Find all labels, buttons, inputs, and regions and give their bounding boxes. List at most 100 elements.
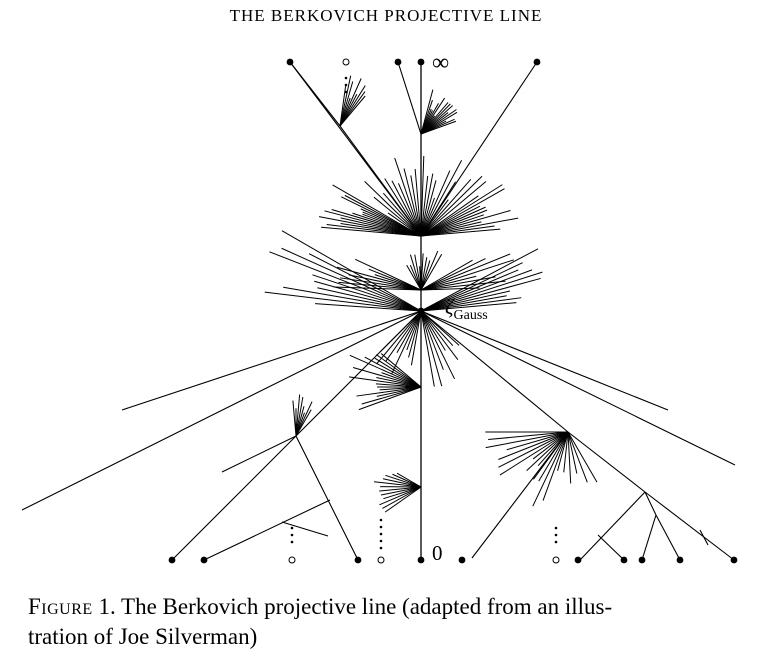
omitted-points-dots-center bbox=[379, 518, 383, 522]
tree-edge-140 bbox=[420, 310, 443, 387]
tree-edge-148 bbox=[171, 435, 297, 561]
tree-edge-181 bbox=[373, 481, 422, 488]
tree-edge-167 bbox=[352, 367, 422, 388]
tree-edge-141 bbox=[420, 310, 444, 370]
leaf-point bbox=[533, 58, 541, 66]
tree-edge-56 bbox=[420, 195, 479, 237]
caption-figure-word: Figure bbox=[28, 594, 93, 619]
omitted-points-dots-lower-left bbox=[290, 533, 294, 537]
caption-line-1: The Berkovich projective line (adapted f… bbox=[121, 594, 613, 619]
tree-edge-62 bbox=[391, 180, 422, 237]
leaf-point bbox=[200, 556, 208, 564]
tree-edge-144 bbox=[420, 310, 459, 360]
tree-edge-49 bbox=[420, 210, 511, 237]
tree-edge-98 bbox=[420, 250, 439, 291]
tree-edge-63 bbox=[384, 178, 422, 237]
tree-edge-126 bbox=[420, 271, 543, 312]
tree-edge-59 bbox=[403, 168, 422, 237]
tree-edge-176 bbox=[358, 386, 422, 411]
tree-edge-209 bbox=[567, 431, 578, 474]
tree-edge-195 bbox=[506, 431, 569, 451]
tree-edge-81 bbox=[355, 258, 422, 291]
tree-edge-163 bbox=[374, 357, 422, 388]
tree-edge-110 bbox=[420, 310, 736, 466]
tree-edge-213 bbox=[644, 491, 735, 561]
tree-edge-111 bbox=[281, 230, 422, 312]
tree-edge-154 bbox=[295, 396, 304, 437]
tree-edge-41 bbox=[318, 216, 422, 237]
tree-edge-196 bbox=[498, 431, 569, 460]
tree-edge-43 bbox=[326, 224, 422, 237]
tree-edge-117 bbox=[317, 287, 422, 312]
tree-edge-191 bbox=[567, 431, 646, 493]
tree-edge-13 bbox=[339, 86, 347, 127]
omitted-points-dots-lower-right bbox=[554, 533, 558, 537]
tree-edge-116 bbox=[314, 280, 422, 312]
leaf-point bbox=[394, 58, 402, 66]
tree-edge-3 bbox=[289, 61, 341, 127]
tree-edge-216 bbox=[655, 514, 681, 561]
tree-edge-122 bbox=[420, 297, 522, 312]
tree-edge-47 bbox=[420, 217, 519, 237]
tree-edge-67 bbox=[373, 196, 422, 237]
tree-edge-104 bbox=[409, 254, 422, 291]
gauss-subscript: Gauss bbox=[454, 308, 488, 323]
tree-edge-45 bbox=[420, 228, 501, 237]
tree-edge-51 bbox=[420, 209, 488, 237]
tree-edge-183 bbox=[379, 486, 422, 492]
tree-edge-217 bbox=[597, 534, 625, 561]
tree-edge-39 bbox=[324, 210, 422, 237]
tree-edge-173 bbox=[356, 386, 422, 397]
tree-edge-85 bbox=[348, 274, 422, 291]
omitted-points-dots-lower-right bbox=[554, 526, 558, 530]
tree-edge-38 bbox=[331, 208, 422, 237]
tree-edge-128 bbox=[420, 269, 519, 312]
tree-edge-145 bbox=[420, 310, 454, 347]
tree-edge-54 bbox=[420, 188, 505, 237]
tree-edge-78 bbox=[420, 173, 434, 237]
tree-edge-115 bbox=[312, 274, 422, 312]
tree-edge-155 bbox=[295, 394, 301, 437]
tree-edge-95 bbox=[420, 258, 486, 291]
tree-edge-64 bbox=[395, 201, 422, 237]
leaf-point bbox=[168, 556, 176, 564]
tree-edge-158 bbox=[221, 435, 297, 473]
leaf-point bbox=[574, 556, 582, 564]
leaf-point bbox=[638, 556, 646, 564]
tree-edge-108 bbox=[21, 310, 422, 511]
gauss-symbol: ζ bbox=[445, 295, 455, 319]
tree-edge-58 bbox=[410, 175, 422, 237]
tree-edge-190 bbox=[471, 431, 569, 559]
tree-edge-193 bbox=[488, 431, 569, 441]
tree-edge-143 bbox=[420, 310, 446, 351]
tree-edge-99 bbox=[420, 260, 431, 291]
omitted-points-dots-center bbox=[379, 539, 383, 543]
tree-edge-214 bbox=[644, 491, 657, 516]
tree-edge-200 bbox=[526, 431, 569, 472]
leaf-point bbox=[730, 556, 738, 564]
tree-edge-123 bbox=[420, 295, 507, 312]
tree-edge-189 bbox=[420, 310, 569, 433]
tree-edge-11 bbox=[339, 81, 354, 127]
tree-edge-70 bbox=[420, 175, 483, 237]
tree-edge-66 bbox=[364, 180, 422, 237]
tree-edge-201 bbox=[537, 431, 569, 467]
tree-edge-203 bbox=[538, 431, 569, 482]
tree-edge-90 bbox=[420, 280, 506, 291]
tree-edge-157 bbox=[292, 400, 297, 437]
tree-edge-75 bbox=[420, 170, 451, 237]
omitted-points-dots-lower-left bbox=[290, 526, 294, 530]
tree-edge-188 bbox=[384, 486, 422, 513]
tree-edge-147 bbox=[295, 310, 422, 437]
tree-edge-135 bbox=[391, 310, 422, 374]
tree-edge-136 bbox=[406, 310, 422, 351]
caption-line-2: tration of Joe Silverman) bbox=[28, 624, 258, 649]
caption-figure-number: 1. bbox=[98, 594, 116, 619]
tree-edge-186 bbox=[379, 486, 422, 506]
tree-edge-134 bbox=[396, 310, 422, 353]
tree-points bbox=[168, 58, 738, 564]
omitted-points-dots-upper bbox=[344, 76, 348, 80]
zero-label: 0 bbox=[432, 541, 443, 565]
tree-edge-103 bbox=[414, 254, 422, 291]
tree-edge-65 bbox=[382, 192, 422, 237]
